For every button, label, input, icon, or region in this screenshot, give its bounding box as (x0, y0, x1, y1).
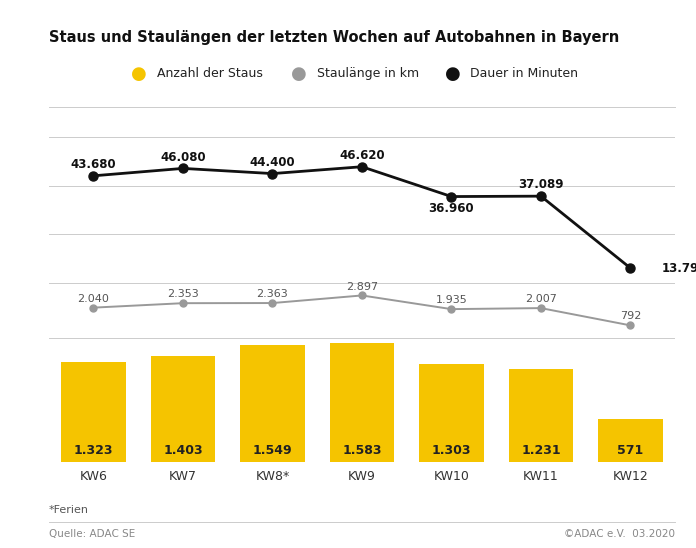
Text: Staus und Staulängen der letzten Wochen auf Autobahnen in Bayern: Staus und Staulängen der letzten Wochen … (49, 30, 619, 45)
Text: 36.960: 36.960 (429, 202, 474, 215)
Text: 1.403: 1.403 (163, 444, 203, 457)
Text: ©ADAC e.V.  03.2020: ©ADAC e.V. 03.2020 (564, 529, 675, 539)
Text: KW12: KW12 (612, 470, 648, 483)
Text: 46.080: 46.080 (160, 151, 206, 163)
Text: 37.089: 37.089 (518, 178, 564, 191)
Text: 2.007: 2.007 (525, 294, 557, 304)
Text: ●: ● (445, 65, 460, 83)
Text: 2.363: 2.363 (257, 289, 288, 299)
Text: 1.231: 1.231 (521, 444, 561, 457)
Text: 46.620: 46.620 (339, 149, 385, 162)
Text: 1.323: 1.323 (74, 444, 113, 457)
Text: Quelle: ADAC SE: Quelle: ADAC SE (49, 529, 135, 539)
Text: 13.793: 13.793 (662, 261, 696, 275)
Text: 44.400: 44.400 (250, 156, 295, 169)
Text: 2.353: 2.353 (167, 289, 199, 299)
Text: ●: ● (132, 65, 147, 83)
Text: 792: 792 (619, 311, 641, 322)
Text: KW7: KW7 (169, 470, 197, 483)
Text: KW11: KW11 (523, 470, 559, 483)
Text: ●: ● (292, 65, 307, 83)
Text: KW9: KW9 (348, 470, 376, 483)
Text: KW10: KW10 (434, 470, 469, 483)
Text: 1.303: 1.303 (432, 444, 471, 457)
Bar (240, 345, 305, 462)
Text: 1.935: 1.935 (436, 295, 467, 305)
Bar (330, 343, 394, 462)
Text: *Ferien: *Ferien (49, 505, 88, 515)
Text: 2.040: 2.040 (77, 294, 109, 304)
Text: 1.583: 1.583 (342, 444, 381, 457)
Text: 571: 571 (617, 444, 644, 457)
Bar (509, 369, 573, 462)
Text: 43.680: 43.680 (71, 158, 116, 171)
Text: Staulänge in km: Staulänge in km (317, 67, 419, 81)
Bar (151, 356, 215, 462)
Text: Anzahl der Staus: Anzahl der Staus (157, 67, 262, 81)
Text: 1.549: 1.549 (253, 444, 292, 457)
Text: KW6: KW6 (79, 470, 107, 483)
Text: 2.897: 2.897 (346, 282, 378, 292)
Bar (419, 364, 484, 462)
Text: KW8*: KW8* (255, 470, 290, 483)
Bar (61, 362, 126, 462)
Text: Dauer in Minuten: Dauer in Minuten (470, 67, 578, 81)
Bar (598, 419, 663, 462)
